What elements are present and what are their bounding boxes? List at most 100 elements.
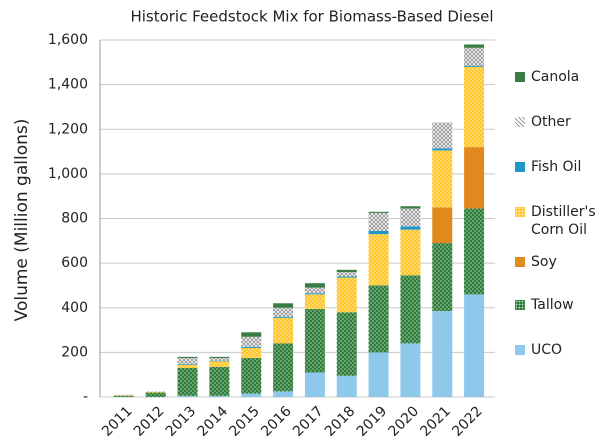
bar-segment — [400, 229, 421, 276]
y-tick-label: 800 — [61, 211, 88, 227]
legend-swatch — [515, 162, 525, 172]
bar-segment — [241, 393, 262, 397]
bar-segment — [304, 294, 325, 309]
bar-segment — [177, 364, 198, 368]
legend-label: Other — [531, 114, 571, 130]
bar-segment — [209, 366, 230, 396]
bar-segment — [400, 343, 421, 397]
bar-segment — [464, 208, 485, 295]
bar-segment — [304, 308, 325, 373]
x-tick-label: 2019 — [354, 403, 391, 440]
legend-label: Fish Oil — [531, 159, 582, 175]
bar-segment — [464, 294, 485, 397]
legend-label: Canola — [531, 69, 580, 85]
bar-segment — [432, 122, 453, 149]
bar-segment — [273, 316, 294, 318]
x-tick-label: 2018 — [322, 403, 359, 440]
y-tick-label: 1,200 — [48, 121, 88, 137]
bar-segment — [145, 391, 166, 393]
x-tick-label: 2015 — [226, 403, 263, 440]
bar-segment — [209, 357, 230, 361]
legend-item: Canola — [515, 68, 613, 86]
bar-segment — [368, 211, 389, 213]
bar-segment — [400, 206, 421, 209]
legend-item: UCO — [515, 341, 613, 359]
bar-segment — [177, 363, 198, 365]
bar-segment — [432, 311, 453, 397]
x-tick-label: 2020 — [386, 403, 423, 440]
y-tick-label: 1,000 — [48, 166, 88, 182]
bar-segment — [177, 367, 198, 396]
legend-item: Other — [515, 113, 613, 131]
bar-segment — [177, 357, 198, 364]
bar-segment — [432, 207, 453, 244]
bar-segment — [464, 65, 485, 67]
y-tick-label: 200 — [61, 344, 88, 360]
bar-segment — [400, 275, 421, 344]
bar-segment — [241, 357, 262, 394]
x-tick-label: 2012 — [131, 403, 168, 440]
bar-segment — [241, 332, 262, 337]
bar-segment — [209, 361, 230, 367]
bar-segment — [400, 226, 421, 230]
bar-segment — [304, 287, 325, 294]
legend-swatch — [515, 207, 525, 217]
bar-segment — [145, 392, 166, 397]
bar-segment — [304, 293, 325, 295]
legend-item: Distiller's Corn Oil — [515, 203, 613, 239]
bar-segment — [273, 343, 294, 392]
chart-title: Historic Feedstock Mix for Biomass-Based… — [130, 8, 493, 26]
legend-label: Soy — [531, 254, 557, 270]
bar-segment — [464, 66, 485, 148]
bar-segment — [273, 391, 294, 397]
bar-segment — [368, 285, 389, 353]
legend-label: UCO — [531, 342, 563, 358]
bar-segment — [336, 269, 357, 273]
bar-segment — [273, 317, 294, 344]
legend-swatch — [515, 300, 525, 310]
bar-segment — [241, 336, 262, 347]
y-tick-label: - — [83, 389, 88, 405]
x-tick-label: 2011 — [99, 403, 136, 440]
bar-segment — [241, 347, 262, 358]
y-tick-label: 1,400 — [48, 77, 88, 93]
legend-swatch — [515, 257, 525, 267]
y-tick-label: 400 — [61, 300, 88, 316]
bar-segment — [464, 44, 485, 48]
y-axis-label: Volume (Million gallons) — [12, 119, 32, 322]
bar-segment — [464, 47, 485, 66]
legend-item: Fish Oil — [515, 158, 613, 176]
bar-segment — [400, 208, 421, 227]
bar-segment — [432, 150, 453, 208]
bar-segment — [273, 307, 294, 317]
x-tick-label: 2013 — [163, 403, 200, 440]
bar-segment — [177, 356, 198, 358]
x-tick-label: 2016 — [258, 403, 295, 440]
legend-swatch — [515, 72, 525, 82]
bar-segment — [368, 230, 389, 235]
bar-segment — [336, 272, 357, 277]
bar-segment — [113, 394, 134, 396]
bar-segment — [336, 375, 357, 397]
bar-segment — [368, 234, 389, 286]
bar-segment — [241, 346, 262, 348]
bar-segment — [304, 372, 325, 397]
bar-segment — [304, 283, 325, 288]
legend-swatch — [515, 117, 525, 127]
bar-segment — [209, 360, 230, 362]
legend-item: Tallow — [515, 296, 613, 314]
bar-segment — [273, 303, 294, 308]
bar-segment — [464, 147, 485, 209]
bar-segment — [336, 312, 357, 376]
legend-label: Tallow — [531, 297, 574, 313]
x-tick-label: 2022 — [449, 403, 486, 440]
bar-segment — [432, 243, 453, 312]
bar-segment — [432, 148, 453, 151]
y-tick-label: 600 — [61, 255, 88, 271]
bar-segment — [209, 356, 230, 358]
legend-swatch — [515, 345, 525, 355]
x-tick-label: 2021 — [417, 403, 454, 440]
bar-segment — [368, 212, 389, 231]
